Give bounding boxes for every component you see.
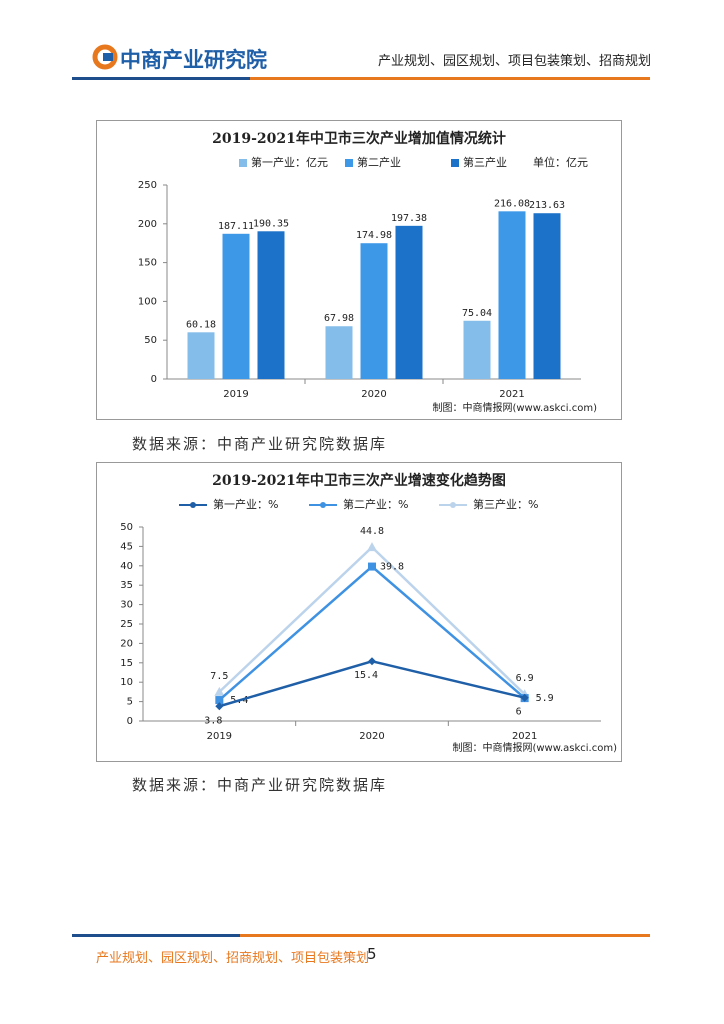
y-tick-label: 200 (138, 219, 157, 230)
y-tick-label: 5 (127, 697, 133, 708)
footer-rule (72, 934, 240, 937)
chart-box: 2019-2021年中卫市三次产业增加值情况统计 0 50 100 150 200 250 2… (96, 120, 622, 420)
legend-label: 第一产业：亿元 (251, 155, 328, 169)
x-tick-label: 2020 (361, 389, 386, 400)
x-tick-label: 2021 (512, 731, 537, 742)
footer-text: 产业规划、园区规划、招商规划、项目包装策划 (96, 951, 370, 966)
bar (498, 211, 526, 379)
legend-label: 第二产业：% (343, 497, 408, 511)
y-tick-label: 35 (120, 580, 133, 591)
y-tick-label: 0 (127, 716, 133, 727)
data-label: 174.98 (356, 230, 392, 241)
chart-box: 2019-2021年中卫市三次产业增速变化趋势图 0 5 10 15 20 25 30 35 40… (96, 462, 622, 762)
data-label: 60.18 (186, 319, 216, 330)
marker (214, 686, 225, 696)
logo-text: 中商产业研究院 (120, 48, 267, 72)
data-label: 44.8 (360, 526, 384, 537)
bar (257, 231, 285, 379)
line (218, 659, 525, 708)
bar (395, 225, 423, 379)
x-tick-label: 2019 (207, 731, 232, 742)
bar (325, 326, 353, 379)
y-tick-label: 250 (138, 180, 157, 191)
source-note: 数据来源：中商产业研究院数据库 (132, 435, 388, 453)
header-tagline: 产业规划、园区规划、项目包装策划、招商规划 (378, 54, 652, 69)
unit-label: 单位：亿元 (533, 155, 588, 169)
chart-title: 2019-2021年中卫市三次产业增速变化趋势图 (212, 472, 506, 489)
y-tick-label: 25 (120, 619, 133, 630)
legend-label: 第一产业：% (213, 497, 278, 511)
page-number: 5 (367, 945, 377, 963)
data-label: 39.8 (380, 562, 404, 573)
data-label: 3.8 (204, 715, 222, 726)
bar (360, 243, 388, 379)
legend-marker (190, 502, 196, 508)
y-tick-label: 20 (120, 638, 133, 649)
y-tick-label: 10 (120, 677, 133, 688)
marker (520, 693, 529, 702)
legend-swatch (239, 159, 247, 167)
legend-marker (320, 502, 326, 508)
legend-marker (450, 502, 456, 508)
marker (215, 696, 224, 705)
logo-icon (92, 44, 118, 70)
marker (368, 562, 376, 571)
chart-credit: 制图：中商情报网(www.askci.com) (452, 741, 617, 754)
y-tick-label: 0 (151, 374, 157, 385)
bar (187, 332, 215, 379)
bar (463, 320, 491, 379)
data-label: 216.08 (494, 198, 530, 209)
legend-label: 第二产业 (357, 155, 401, 169)
marker (368, 657, 376, 666)
bar (222, 233, 250, 379)
legend-label: 第三产业 (463, 155, 507, 169)
data-label: 6.9 (516, 673, 534, 684)
bar (533, 213, 561, 379)
header-rule (250, 77, 650, 80)
legend-swatch (451, 159, 459, 167)
y-tick-label: 50 (120, 522, 133, 533)
x-tick-label: 2019 (223, 389, 248, 400)
y-tick-label: 50 (144, 335, 157, 346)
footer-rule (240, 934, 650, 937)
data-label: 15.4 (354, 670, 378, 681)
x-tick-label: 2020 (359, 731, 384, 742)
data-label: 7.5 (210, 671, 228, 682)
y-tick-label: 150 (138, 258, 157, 269)
header-rule (72, 77, 250, 80)
data-label: 190.35 (253, 218, 289, 229)
data-label: 67.98 (324, 313, 354, 324)
legend-swatch (345, 159, 353, 167)
chart-title: 2019-2021年中卫市三次产业增加值情况统计 (212, 130, 506, 147)
data-label: 6 (516, 707, 522, 718)
data-label: 5.9 (536, 693, 554, 704)
data-label: 197.38 (391, 213, 427, 224)
marker (215, 702, 224, 711)
chart-credit: 制图：中商情报网(www.askci.com) (432, 401, 597, 414)
data-label: 75.04 (462, 308, 492, 319)
source-note: 数据来源：中商产业研究院数据库 (132, 776, 388, 794)
data-label: 213.63 (529, 200, 565, 211)
y-tick-label: 30 (120, 600, 133, 611)
y-tick-label: 45 (120, 541, 133, 552)
chart: 2019-2021年中卫市三次产业增加值情况统计 0 50 100 150 200 250 2… (138, 130, 597, 414)
marker (367, 542, 377, 552)
data-label: 187.11 (218, 221, 254, 232)
chart: 2019-2021年中卫市三次产业增速变化趋势图 0 5 10 15 20 25 30 35 40… (120, 472, 617, 754)
y-tick-label: 15 (120, 658, 133, 669)
legend-label: 第三产业：% (473, 497, 538, 511)
y-tick-label: 40 (120, 561, 133, 572)
y-tick-label: 100 (138, 296, 157, 307)
x-tick-label: 2021 (499, 389, 524, 400)
